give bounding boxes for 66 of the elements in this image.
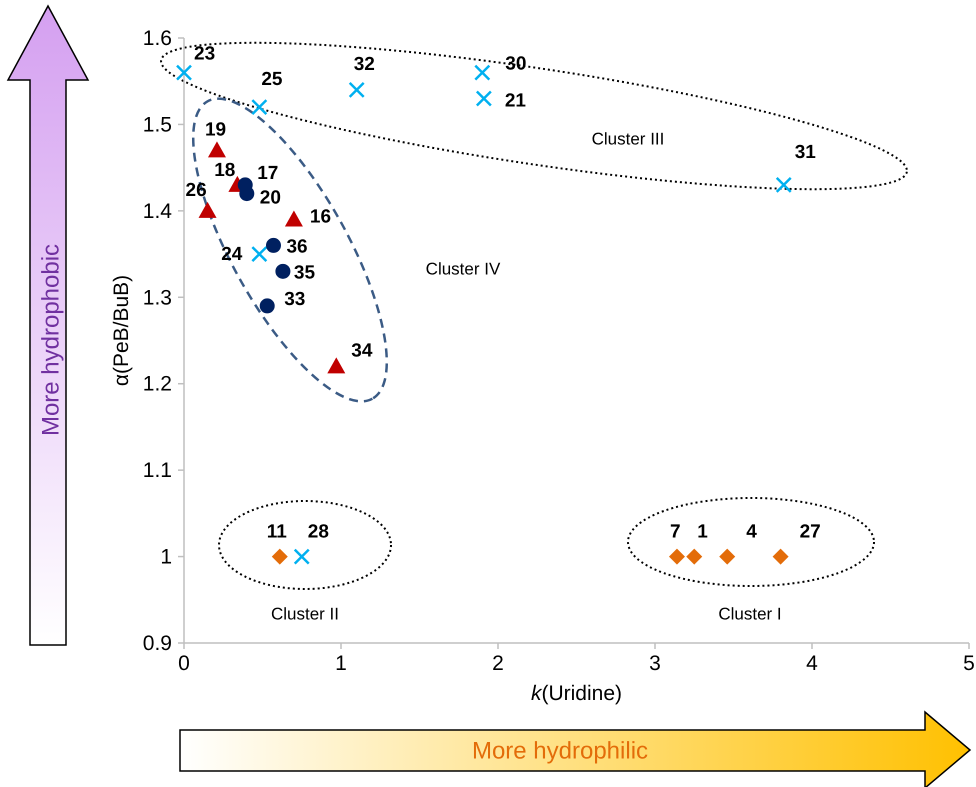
annotation: Cluster II (270, 604, 340, 624)
annotation: 34 (351, 340, 373, 362)
point (775, 176, 792, 194)
annotation: 16 (310, 206, 332, 228)
x-axis-title: k(Uridine) (530, 682, 622, 705)
annotation: 30 (505, 54, 526, 75)
y-tick-label: 0.9 (142, 632, 172, 655)
point (686, 548, 702, 565)
annotation: 36 (286, 236, 308, 258)
annotation: 17 (257, 162, 278, 184)
y-tick-label: 1.4 (142, 200, 172, 223)
point (327, 357, 346, 374)
point (294, 548, 310, 565)
point (348, 82, 365, 98)
annotation: 27 (800, 522, 821, 543)
y-tick-label: 1.1 (142, 459, 172, 482)
point (272, 548, 288, 565)
annotation: 33 (284, 288, 306, 310)
x-tick-label: 5 (963, 652, 975, 675)
annotation: 32 (354, 54, 375, 75)
point (772, 548, 789, 565)
text: More hydrophobic (37, 244, 64, 436)
annotation: Cluster I (718, 604, 782, 624)
annotation: 21 (504, 90, 526, 112)
annotation: 19 (204, 119, 226, 140)
y-tick-label: 1.5 (142, 113, 172, 136)
annotation: 28 (308, 522, 329, 543)
point (275, 264, 290, 279)
annotation: 26 (186, 180, 207, 201)
x-tick-label: 0 (178, 652, 190, 675)
x-tick-label: 2 (492, 652, 504, 675)
annotation: Cluster III (592, 129, 664, 148)
point (251, 98, 268, 116)
point (208, 141, 226, 158)
annotation: Cluster IV (426, 259, 501, 278)
y-tick-label: 1.3 (142, 286, 172, 310)
point (266, 238, 281, 253)
point (260, 298, 275, 314)
x-tick-label: 3 (649, 652, 661, 675)
text: More hydrophilic (472, 737, 648, 764)
annotation: 4 (746, 522, 758, 543)
x-tick-label: 1 (335, 652, 347, 675)
annotation: 18 (214, 160, 236, 181)
point (719, 548, 736, 565)
annotation: 31 (794, 142, 816, 163)
point (251, 246, 268, 262)
y-axis-title: α(PeB/BuB) (110, 274, 133, 386)
y-tick-label: 1 (160, 546, 172, 569)
annotation: 11 (266, 522, 288, 543)
annotation: 7 (670, 522, 681, 543)
y-tick-label: 1.6 (142, 27, 172, 50)
point (198, 202, 217, 218)
annotation: 1 (697, 522, 708, 543)
annotation: 25 (261, 69, 283, 90)
annotation: 20 (260, 188, 281, 209)
annotation: 35 (294, 262, 316, 284)
point (176, 64, 192, 81)
annotation: 24 (221, 244, 243, 266)
annotation: 23 (194, 44, 216, 65)
point (668, 548, 685, 565)
point (476, 90, 492, 107)
point (284, 210, 303, 226)
point (239, 186, 254, 202)
y-tick-label: 1.2 (142, 372, 172, 396)
x-tick-label: 4 (806, 652, 818, 675)
point (474, 64, 491, 81)
